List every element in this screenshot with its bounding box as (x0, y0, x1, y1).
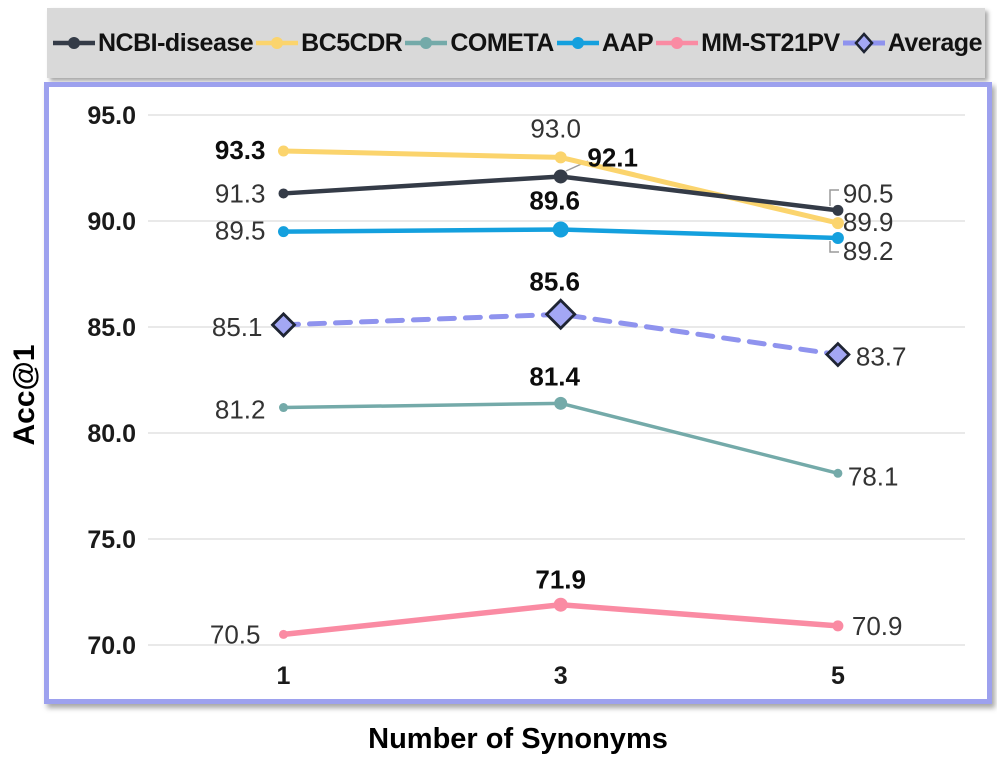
data-label: 85.1 (212, 312, 263, 342)
data-point-circle (279, 403, 288, 413)
line-dot-marker-icon (405, 37, 448, 49)
data-point-circle (552, 221, 569, 238)
label-leader-line (829, 241, 839, 253)
line-dot-marker-icon (656, 37, 699, 49)
y-tick-label: 95.0 (87, 102, 136, 130)
data-label: 92.1 (587, 142, 638, 172)
dashed-diamond-marker-icon (842, 32, 885, 54)
data-label: 81.4 (529, 361, 580, 391)
data-label: 70.5 (210, 619, 261, 649)
data-label: 89.5 (215, 216, 266, 246)
data-point-circle (554, 396, 568, 410)
data-label: 89.2 (843, 236, 894, 266)
x-tick-label: 5 (831, 662, 845, 690)
legend-item-average: Average (840, 29, 982, 58)
legend-item-bc5cdr: BC5CDR (253, 28, 403, 58)
chart-legend: NCBI-disease BC5CDR COMETA AAP MM-ST21PV Aver… (47, 8, 985, 78)
line-dot-marker-icon (256, 37, 299, 49)
x-tick-label: 3 (554, 662, 568, 690)
data-point-circle (278, 145, 289, 157)
legend-label: AAP (601, 28, 654, 57)
y-tick-label: 90.0 (87, 208, 136, 236)
data-point-circle (831, 231, 844, 244)
legend-item-cometa: COMETA (402, 28, 554, 58)
data-label: 81.2 (215, 395, 266, 425)
data-label: 83.7 (856, 342, 907, 372)
plot-area (44, 82, 992, 704)
data-point-circle (553, 597, 568, 612)
legend-label: Average (887, 28, 983, 57)
x-axis-title: Number of Synonyms (368, 723, 668, 755)
data-point-diamond (544, 298, 577, 331)
legend-label: NCBI-disease (98, 28, 254, 57)
data-label: 90.5 (843, 178, 894, 208)
data-label: 91.3 (215, 178, 266, 208)
data-point-diamond (270, 311, 297, 338)
data-label: 70.9 (852, 611, 903, 641)
x-tick-label: 1 (277, 662, 291, 690)
line-dot-marker-icon (556, 37, 599, 49)
legend-item-ncbi-disease: NCBI-disease (50, 28, 254, 58)
data-label: 93.0 (530, 113, 581, 143)
legend-label: MM-ST21PV (701, 28, 840, 57)
data-point-circle (833, 468, 843, 478)
label-leader-line (829, 189, 839, 206)
data-label: 89.6 (529, 185, 580, 215)
data-label: 93.3 (215, 135, 266, 165)
legend-item-mm-st21pv: MM-ST21PV (653, 29, 840, 58)
y-tick-label: 70.0 (87, 632, 136, 660)
y-tick-label: 75.0 (87, 526, 136, 554)
data-point-circle (554, 151, 567, 164)
data-point-circle (278, 188, 289, 199)
y-tick-label: 80.0 (87, 420, 136, 448)
legend-label: BC5CDR (301, 28, 403, 57)
data-point-diamond (824, 341, 851, 368)
series-line-cometa (281, 401, 840, 476)
data-label: 89.9 (843, 207, 894, 237)
line-dot-marker-icon (53, 37, 95, 49)
data-label: 78.1 (848, 461, 899, 491)
data-label: 85.6 (529, 266, 580, 296)
data-point-circle (279, 629, 288, 639)
data-point-circle (832, 204, 844, 216)
data-point-circle (553, 169, 568, 184)
y-tick-label: 85.0 (87, 314, 136, 342)
legend-item-aap: AAP (554, 28, 654, 58)
data-point-circle (278, 226, 289, 238)
legend-label: COMETA (450, 28, 554, 57)
data-point-circle (831, 217, 844, 230)
data-point-circle (832, 620, 844, 632)
data-label: 71.9 (535, 565, 586, 595)
